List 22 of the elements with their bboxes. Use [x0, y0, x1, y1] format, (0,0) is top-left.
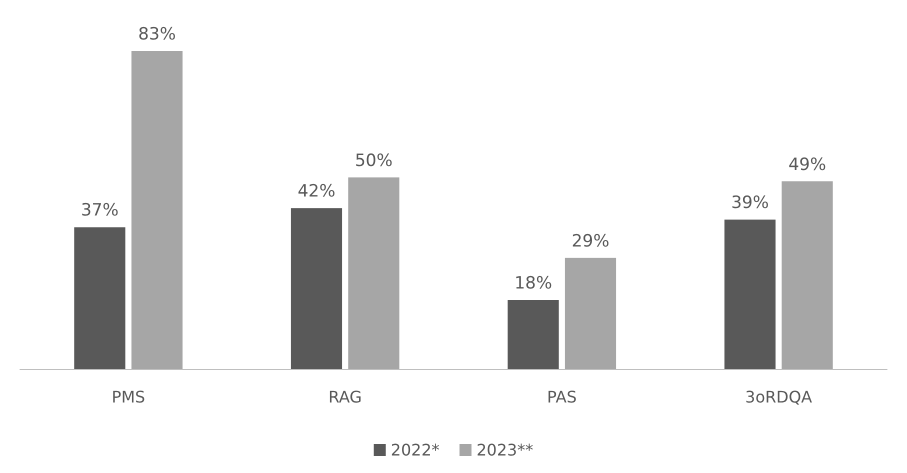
x-tick-label: PMS: [112, 388, 146, 406]
data-label: 39%: [731, 193, 769, 214]
bar: [508, 300, 559, 369]
data-label: 50%: [354, 150, 393, 171]
bar: [348, 177, 400, 369]
data-label: 29%: [572, 231, 610, 252]
bar: [290, 208, 342, 369]
legend-label: 2023**: [476, 440, 534, 460]
bar: [782, 181, 833, 369]
x-tick-label: PAS: [547, 388, 577, 406]
x-tick-label: 3oRDQA: [745, 388, 812, 406]
bar: [724, 220, 776, 369]
bar: [131, 51, 183, 369]
data-label: 49%: [788, 154, 826, 175]
legend-label: 2022*: [390, 440, 440, 460]
bar: [564, 258, 616, 369]
data-label: 18%: [514, 274, 552, 294]
bar: [74, 227, 126, 369]
data-label: 37%: [80, 200, 119, 221]
data-label: 83%: [138, 24, 176, 44]
data-label: 42%: [298, 182, 336, 202]
x-tick-label: RAG: [328, 388, 362, 406]
